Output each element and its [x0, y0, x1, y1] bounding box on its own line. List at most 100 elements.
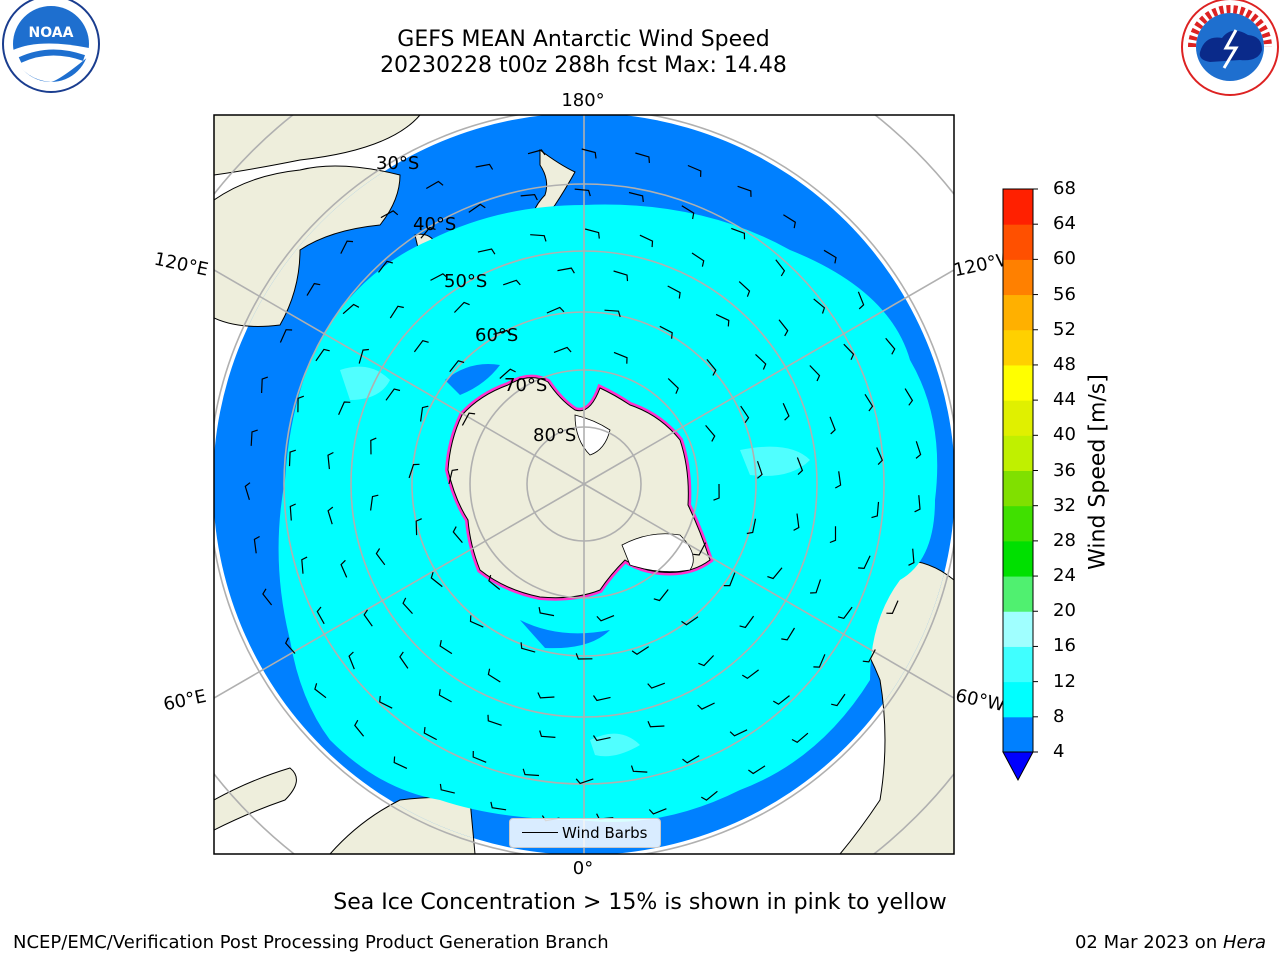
- wind-barb: [553, 346, 572, 353]
- footer-date-prefix: 02 Mar 2023 on: [1074, 932, 1223, 953]
- lat-label-70s: 70°S: [504, 375, 547, 396]
- wind-barb: [385, 388, 401, 401]
- wind-barb: [681, 205, 695, 220]
- colorbar-segment: [1003, 576, 1033, 612]
- wind-barb: [261, 376, 268, 394]
- wind-barb: [316, 606, 325, 625]
- footer-date: 02 Mar 2023 on Hera: [1075, 932, 1266, 953]
- sea-ice-caption: Sea Ice Concentration > 15% is shown in …: [333, 890, 947, 915]
- wind-barb: [687, 164, 702, 177]
- wind-barb: [739, 615, 755, 629]
- wind-barb: [596, 615, 615, 622]
- wind-barb: [659, 325, 673, 339]
- wind-barb: [613, 351, 628, 364]
- colorbar-segment: [1003, 540, 1033, 577]
- wind-barb: [781, 627, 796, 641]
- wind-barb: [793, 513, 800, 531]
- wind-barb: [829, 526, 837, 544]
- wind-barb: [681, 616, 699, 626]
- wind-barb: [244, 482, 251, 500]
- wind-barb: [477, 248, 496, 255]
- wind-barb: [415, 518, 422, 536]
- wind-barb: [342, 303, 360, 315]
- wind-barb: [253, 535, 260, 554]
- colorbar-tick-label: 64: [1053, 213, 1076, 235]
- chart-title: GEFS MEAN Antarctic Wind Speed: [397, 27, 770, 52]
- wind-barb: [691, 252, 705, 267]
- wind-barb: [327, 506, 334, 525]
- colorbar: [1002, 188, 1038, 782]
- wind-barb: [697, 702, 715, 710]
- wind-barb: [250, 429, 258, 446]
- wind-barb: [871, 501, 880, 519]
- wind-barb: [914, 495, 921, 513]
- wind-barb: [648, 808, 667, 815]
- wind-barb: [639, 234, 654, 248]
- wind-barb: [315, 348, 330, 362]
- wind-barb: [520, 193, 538, 201]
- wind-barb: [858, 555, 871, 570]
- wind-barb: [810, 579, 822, 594]
- wind-barb: [284, 637, 296, 654]
- legend-label: Wind Barbs: [562, 824, 648, 842]
- meridian-lines: [214, 115, 954, 854]
- wind-barb: [520, 642, 536, 653]
- wind-barb: [449, 360, 465, 373]
- wind-barb: [809, 365, 821, 382]
- wind-barb: [288, 449, 296, 467]
- wind-barb: [546, 306, 565, 314]
- wind-barb: [340, 559, 348, 578]
- wind-barb: [493, 329, 511, 336]
- wind-barb: [682, 755, 700, 764]
- wind-barb: [729, 729, 748, 737]
- wind-barb: [796, 457, 804, 476]
- colorbar-tick-label: 28: [1053, 529, 1076, 551]
- wind-barb: [522, 768, 540, 777]
- wind-barb: [823, 249, 837, 264]
- wind-barb: [279, 329, 293, 343]
- wind-barb: [693, 542, 707, 556]
- footer-credit: NCEP/EMC/Verification Post Processing Pr…: [13, 932, 609, 953]
- wind-barb: [327, 451, 334, 470]
- colorbar-segment: [1003, 435, 1033, 471]
- wind-barbs: [244, 148, 922, 822]
- wind-barb: [378, 260, 393, 273]
- colorbar-tick-label: 24: [1053, 565, 1076, 587]
- wind-barb: [557, 267, 575, 274]
- wind-barb: [885, 337, 896, 355]
- colorbar-tick-label: 48: [1053, 353, 1076, 375]
- wind-barb: [354, 719, 365, 737]
- wind-barb: [408, 463, 420, 479]
- wind-barb: [348, 651, 355, 670]
- wind-barb: [499, 368, 516, 379]
- wind-barb: [813, 654, 826, 668]
- noaa-logo: NOAA: [2, 0, 100, 93]
- wind-barb: [835, 471, 842, 489]
- wind-barb: [876, 447, 884, 466]
- wind-barb: [487, 668, 501, 683]
- wind-barb: [475, 163, 494, 170]
- wind-barb: [370, 494, 379, 511]
- wind-barb: [469, 615, 484, 628]
- wind-barb: [908, 548, 915, 566]
- colorbar-segment: [1003, 224, 1033, 260]
- wind-barb: [831, 693, 846, 707]
- wind-barb: [864, 393, 874, 412]
- nws-logo: [1181, 0, 1279, 96]
- wind-barb: [613, 270, 629, 282]
- colorbar-segment: [1003, 189, 1033, 225]
- colorbar-tick-label: 20: [1053, 600, 1076, 622]
- colorbar-segment: [1003, 400, 1033, 436]
- wind-barb: [813, 298, 826, 314]
- wind-barb: [370, 437, 377, 455]
- wind-barb: [423, 727, 437, 741]
- colorbar-tick-label: 40: [1053, 424, 1076, 446]
- colorbar-segment: [1003, 681, 1033, 718]
- lat-label-40s: 40°S: [413, 214, 456, 235]
- wind-barb: [375, 548, 386, 566]
- wind-barb: [490, 801, 507, 811]
- wind-barb: [715, 313, 730, 327]
- wind-barb: [653, 589, 669, 602]
- colorbar-segment: [1003, 716, 1033, 753]
